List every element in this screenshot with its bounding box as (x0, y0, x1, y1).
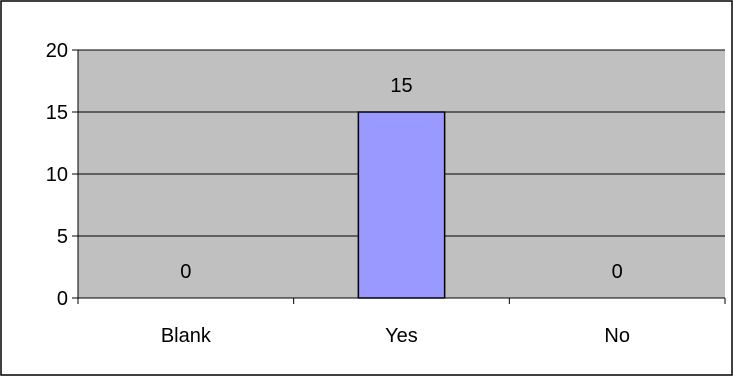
data-label: 0 (180, 261, 191, 283)
data-labels: 0 15 0 (180, 75, 622, 283)
x-tick-label: No (604, 325, 630, 347)
y-tick-label: 5 (57, 226, 68, 248)
bar-yes (357, 111, 446, 299)
y-tick-label: 10 (46, 164, 68, 186)
bars (357, 111, 446, 299)
data-label: 15 (390, 75, 412, 97)
y-tick-label: 20 (46, 40, 68, 62)
data-label: 0 (612, 261, 623, 283)
y-tick-label: 15 (46, 102, 68, 124)
y-tick-label: 0 (57, 288, 68, 310)
y-axis: 0 5 10 15 20 (46, 40, 79, 310)
x-tick-label: Blank (161, 325, 212, 347)
x-axis: Blank Yes No (77, 297, 726, 347)
x-tick-label: Yes (385, 325, 418, 347)
